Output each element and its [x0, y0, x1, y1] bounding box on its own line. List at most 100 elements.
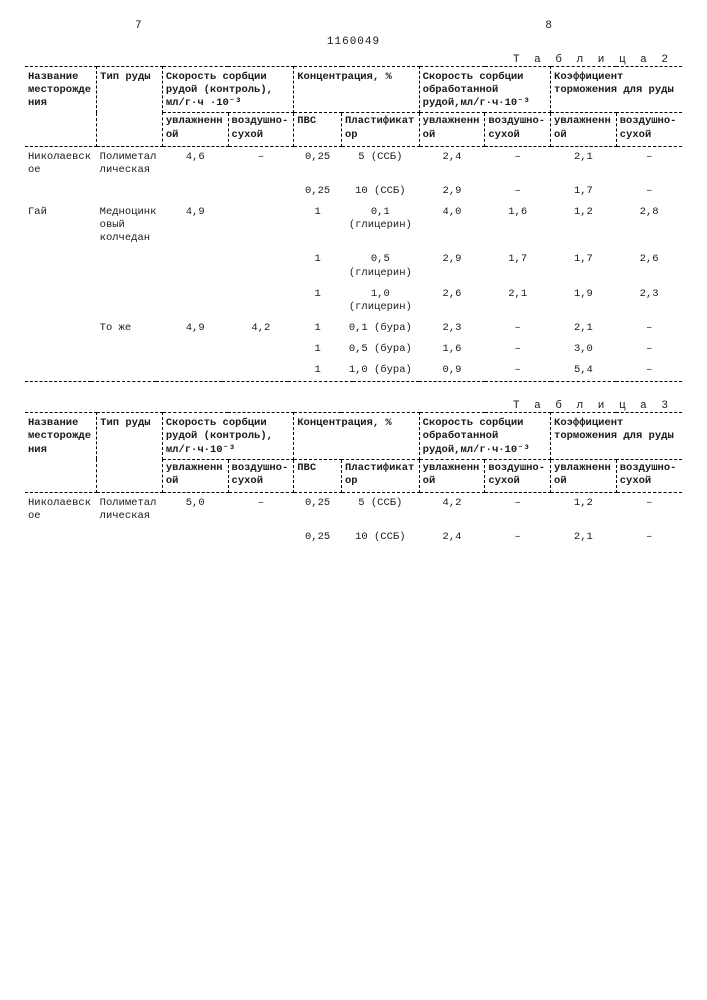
th3-c3a: увлажненной [162, 459, 228, 492]
cell-c4a: 1 [294, 202, 342, 249]
cell-c1: Николаевское [25, 492, 97, 527]
cell-c4b: 0,5 (глицерин) [342, 249, 420, 283]
th3-c2: Тип руды [97, 413, 163, 493]
cell-c3a: 5,0 [162, 492, 228, 527]
cell-c3b: – [228, 492, 294, 527]
cell-c6a: 3,0 [551, 339, 617, 360]
cell-c4a: 1 [294, 318, 342, 339]
cell-c4b: 10 (ССБ) [342, 181, 420, 202]
cell-c3b [228, 202, 294, 249]
table-row: 0,2510 (ССБ)2,4–2,1– [25, 527, 682, 548]
th-c4: Концентрация, % [294, 67, 419, 113]
cell-c5b: – [485, 181, 551, 202]
cell-c4a: 1 [294, 360, 342, 381]
page-right: 8 [545, 20, 552, 32]
cell-c3b [228, 339, 294, 360]
th-c2: Тип руды [97, 67, 163, 147]
th3-c6: Коэффициент торможения для руды [551, 413, 682, 459]
cell-c1 [25, 249, 97, 283]
th-c4b: Пластификатор [342, 113, 420, 146]
th3-c5b: воздушно-сухой [485, 459, 551, 492]
cell-c2: Медноцинковый колчедан [97, 202, 163, 249]
table-row: 10,5 (глицерин)2,91,71,72,6 [25, 249, 682, 283]
table-row: 11,0 (бура)0,9–5,4– [25, 360, 682, 381]
th-c5: Скорость сорбции обработанной рудой,мл/г… [419, 67, 550, 113]
cell-c5a: 2,4 [419, 146, 485, 181]
th-c6b: воздушно-сухой [616, 113, 682, 146]
cell-c3a [162, 339, 228, 360]
cell-c2 [97, 249, 163, 283]
cell-c5a: 0,9 [419, 360, 485, 381]
cell-c3a [162, 249, 228, 283]
cell-c2: То же [97, 318, 163, 339]
cell-c6a: 1,9 [551, 284, 617, 318]
th3-c5a: увлажненной [419, 459, 485, 492]
cell-c4b: 0,1 (глицерин) [342, 202, 420, 249]
th3-c6b: воздушно-сухой [616, 459, 682, 492]
cell-c6a: 2,1 [551, 527, 617, 548]
cell-c6a: 2,1 [551, 146, 617, 181]
cell-c1 [25, 527, 97, 548]
cell-c6b: 2,6 [616, 249, 682, 283]
cell-c3a: 4,6 [162, 146, 228, 181]
cell-c4a: 1 [294, 339, 342, 360]
table-row: 11,0 (глицерин)2,62,11,92,3 [25, 284, 682, 318]
th3-c3b: воздушно-сухой [228, 459, 294, 492]
cell-c2 [97, 181, 163, 202]
cell-c4a: 0,25 [294, 181, 342, 202]
page-left: 7 [135, 20, 142, 32]
cell-c1: Гай [25, 202, 97, 249]
th-c3a: увлажненной [162, 113, 228, 146]
cell-c6b: – [616, 181, 682, 202]
cell-c3a [162, 181, 228, 202]
cell-c5a: 1,6 [419, 339, 485, 360]
cell-c6b: 2,8 [616, 202, 682, 249]
cell-c5b: – [485, 339, 551, 360]
cell-c6a: 1,7 [551, 249, 617, 283]
th-c1: Название месторождения [25, 67, 97, 147]
cell-c1 [25, 339, 97, 360]
table-3-block: Т а б л и ц а 3 Название месторождения Т… [25, 400, 682, 548]
cell-c5a: 2,3 [419, 318, 485, 339]
cell-c5a: 4,0 [419, 202, 485, 249]
cell-c3a: 4,9 [162, 318, 228, 339]
cell-c5a: 2,6 [419, 284, 485, 318]
cell-c5b: – [485, 492, 551, 527]
th-c5b: воздушно-сухой [485, 113, 551, 146]
cell-c6a: 1,2 [551, 202, 617, 249]
table-3-title: Т а б л и ц а 3 [25, 400, 672, 412]
th3-c5: Скорость сорбции обработанной рудой,мл/г… [419, 413, 550, 459]
th3-c4: Концентрация, % [294, 413, 419, 459]
cell-c3b [228, 360, 294, 381]
th-c5a: увлажненной [419, 113, 485, 146]
cell-c3b [228, 249, 294, 283]
th3-c1: Название месторождения [25, 413, 97, 493]
cell-c2: Полиметаллическая [97, 146, 163, 181]
cell-c6b: 2,3 [616, 284, 682, 318]
cell-c6b: – [616, 360, 682, 381]
table-2: Название месторождения Тип руды Скорость… [25, 66, 682, 381]
th-c6a: увлажненной [551, 113, 617, 146]
cell-c6a: 1,7 [551, 181, 617, 202]
cell-c5a: 4,2 [419, 492, 485, 527]
cell-c1 [25, 360, 97, 381]
cell-c3b [228, 527, 294, 548]
cell-c4b: 0,1 (бура) [342, 318, 420, 339]
cell-c4a: 0,25 [294, 492, 342, 527]
th-c6: Коэффициент торможения для руды [551, 67, 682, 113]
cell-c3a: 4,9 [162, 202, 228, 249]
cell-c6a: 2,1 [551, 318, 617, 339]
cell-c6b: – [616, 318, 682, 339]
table-2-block: Т а б л и ц а 2 Название месторождения Т… [25, 54, 682, 388]
cell-c4a: 1 [294, 284, 342, 318]
cell-c4b: 5 (ССБ) [341, 492, 419, 527]
cell-c3b [228, 284, 294, 318]
cell-c5b: 1,7 [485, 249, 551, 283]
cell-c5a: 2,9 [419, 181, 485, 202]
cell-c3b: – [228, 146, 294, 181]
cell-c5a: 2,9 [419, 249, 485, 283]
cell-c5b: – [485, 527, 551, 548]
cell-c1: Николаевское [25, 146, 97, 181]
cell-c6b: – [616, 339, 682, 360]
cell-c6b: – [616, 527, 682, 548]
